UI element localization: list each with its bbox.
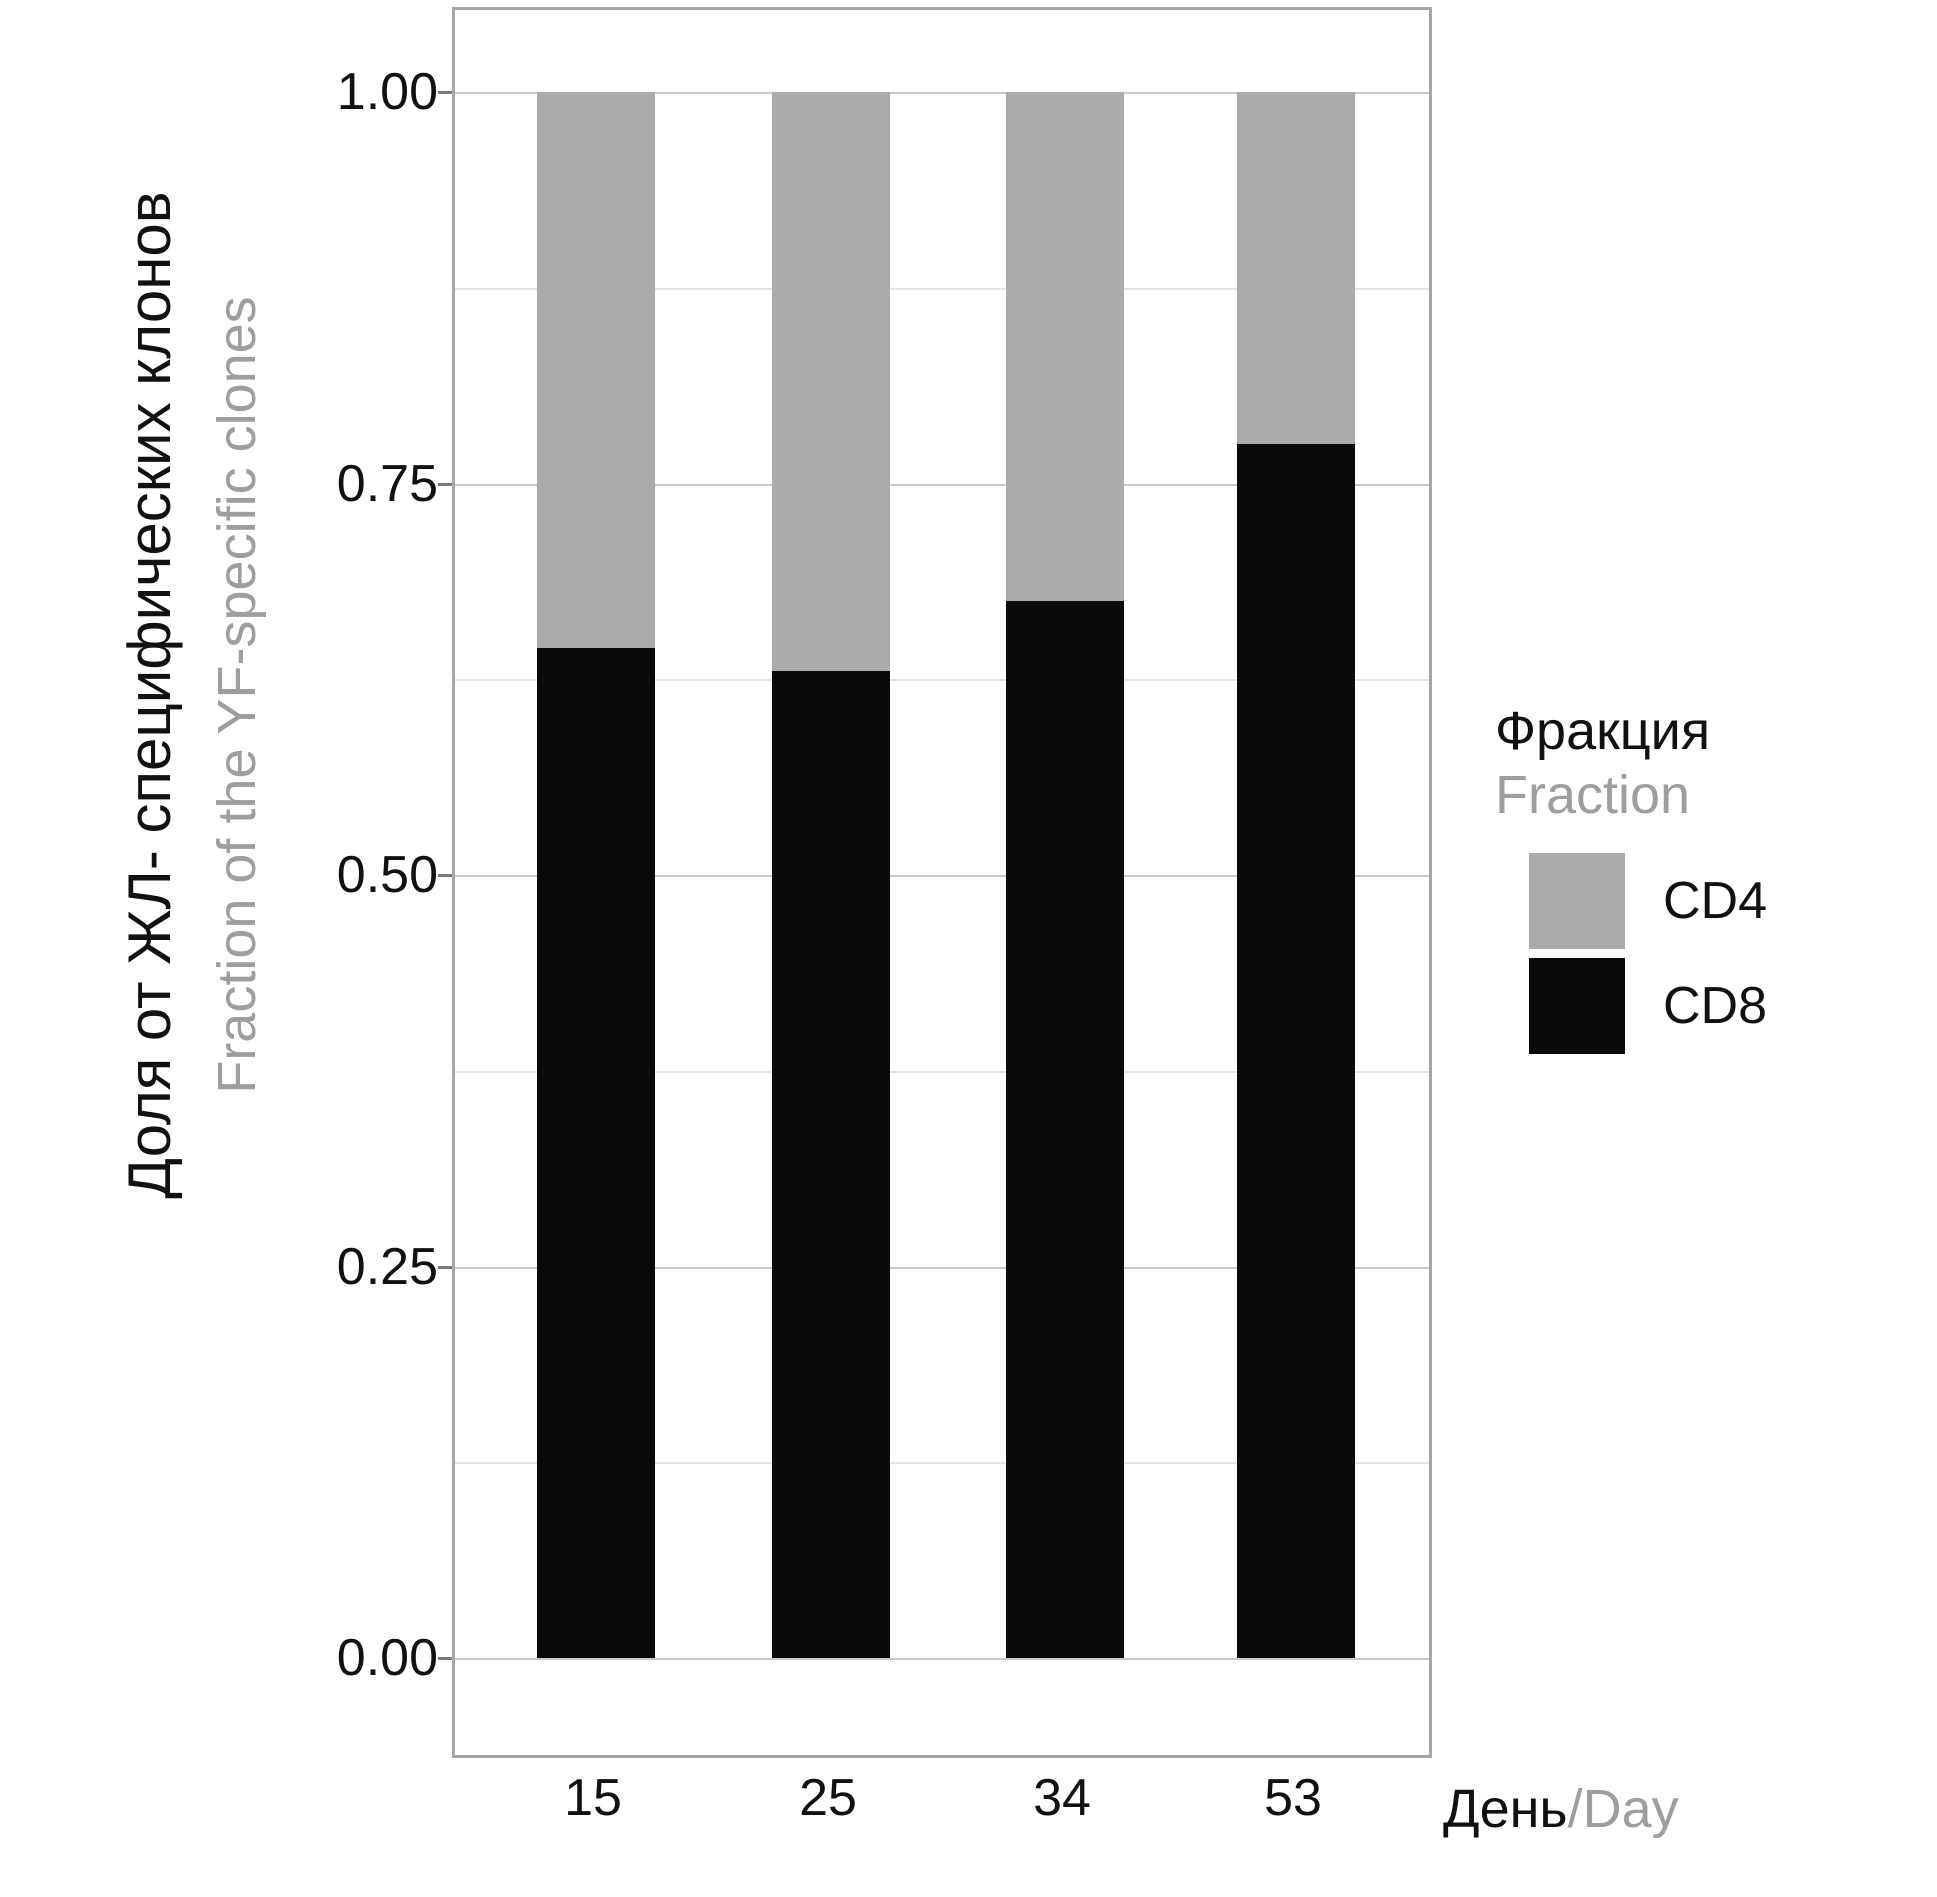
bar-cd4-day-15 (537, 92, 655, 648)
legend: Фракция Fraction CD4 CD8 (1495, 700, 1767, 1063)
y-tick-label-1.00: 1.00 (336, 63, 438, 121)
y-tick-label-0.25: 0.25 (336, 1237, 438, 1296)
legend-title-russian: Фракция (1495, 701, 1711, 761)
plot-panel (452, 7, 1432, 1758)
legend-swatch-cd8 (1529, 958, 1625, 1055)
gridline-major-0.5 (455, 875, 1429, 877)
x-tick-label-day-25: 25 (799, 1769, 857, 1827)
y-tick-mark-0.50 (438, 874, 452, 877)
legend-item-cd8: CD8 (1495, 958, 1768, 1055)
y-axis-title-russian: Доля от ЖЛ- специфических клонов (116, 191, 183, 1199)
y-tick-label-0.00: 0.00 (336, 1629, 438, 1687)
bar-cd8-day-34 (1006, 600, 1124, 1658)
x-tick-label-day-53: 53 (1264, 1769, 1322, 1827)
y-tick-mark-0.25 (438, 1265, 452, 1269)
y-tick-label-0.75: 0.75 (336, 454, 438, 513)
legend-title-english: Fraction (1495, 764, 1691, 825)
bar-cd4-day-25 (772, 92, 890, 672)
x-tick-label-day-15: 15 (564, 1769, 622, 1827)
x-axis-title-russian: День (1443, 1779, 1568, 1839)
bar-cd8-day-15 (537, 647, 655, 1658)
y-tick-label-0.50: 0.50 (336, 846, 438, 904)
gridline-minor-0.875 (455, 287, 1429, 290)
bar-cd4-day-53 (1237, 92, 1355, 445)
legend-items: CD4 CD8 (1495, 853, 1768, 1055)
gridline-major-0.25 (455, 1266, 1429, 1269)
x-axis-title-english: /Day (1567, 1779, 1679, 1839)
gridline-major-0 (455, 1658, 1429, 1660)
x-tick-label-day-34: 34 (1033, 1769, 1091, 1827)
bar-cd4-day-34 (1006, 92, 1124, 601)
bar-cd8-day-53 (1237, 444, 1355, 1658)
legend-label-cd8: CD8 (1663, 977, 1768, 1036)
x-axis-title: День/Day (1443, 1782, 1679, 1836)
bar-cd8-day-25 (772, 671, 890, 1658)
gridline-major-1 (455, 92, 1429, 94)
legend-item-cd4: CD4 (1495, 853, 1768, 950)
gridline-major-0.75 (455, 483, 1429, 486)
y-axis-title-english: Fraction of the YF-specific clones (207, 296, 267, 1094)
y-tick-mark-1.00 (438, 91, 452, 94)
gridline-minor-0.125 (455, 1462, 1429, 1465)
y-tick-mark-0.00 (438, 1657, 452, 1660)
y-tick-mark-0.75 (438, 482, 452, 486)
legend-swatch-cd4 (1529, 853, 1625, 950)
gridline-minor-0.625 (455, 679, 1429, 682)
legend-label-cd4: CD4 (1663, 872, 1768, 931)
gridline-minor-0.375 (455, 1070, 1429, 1073)
